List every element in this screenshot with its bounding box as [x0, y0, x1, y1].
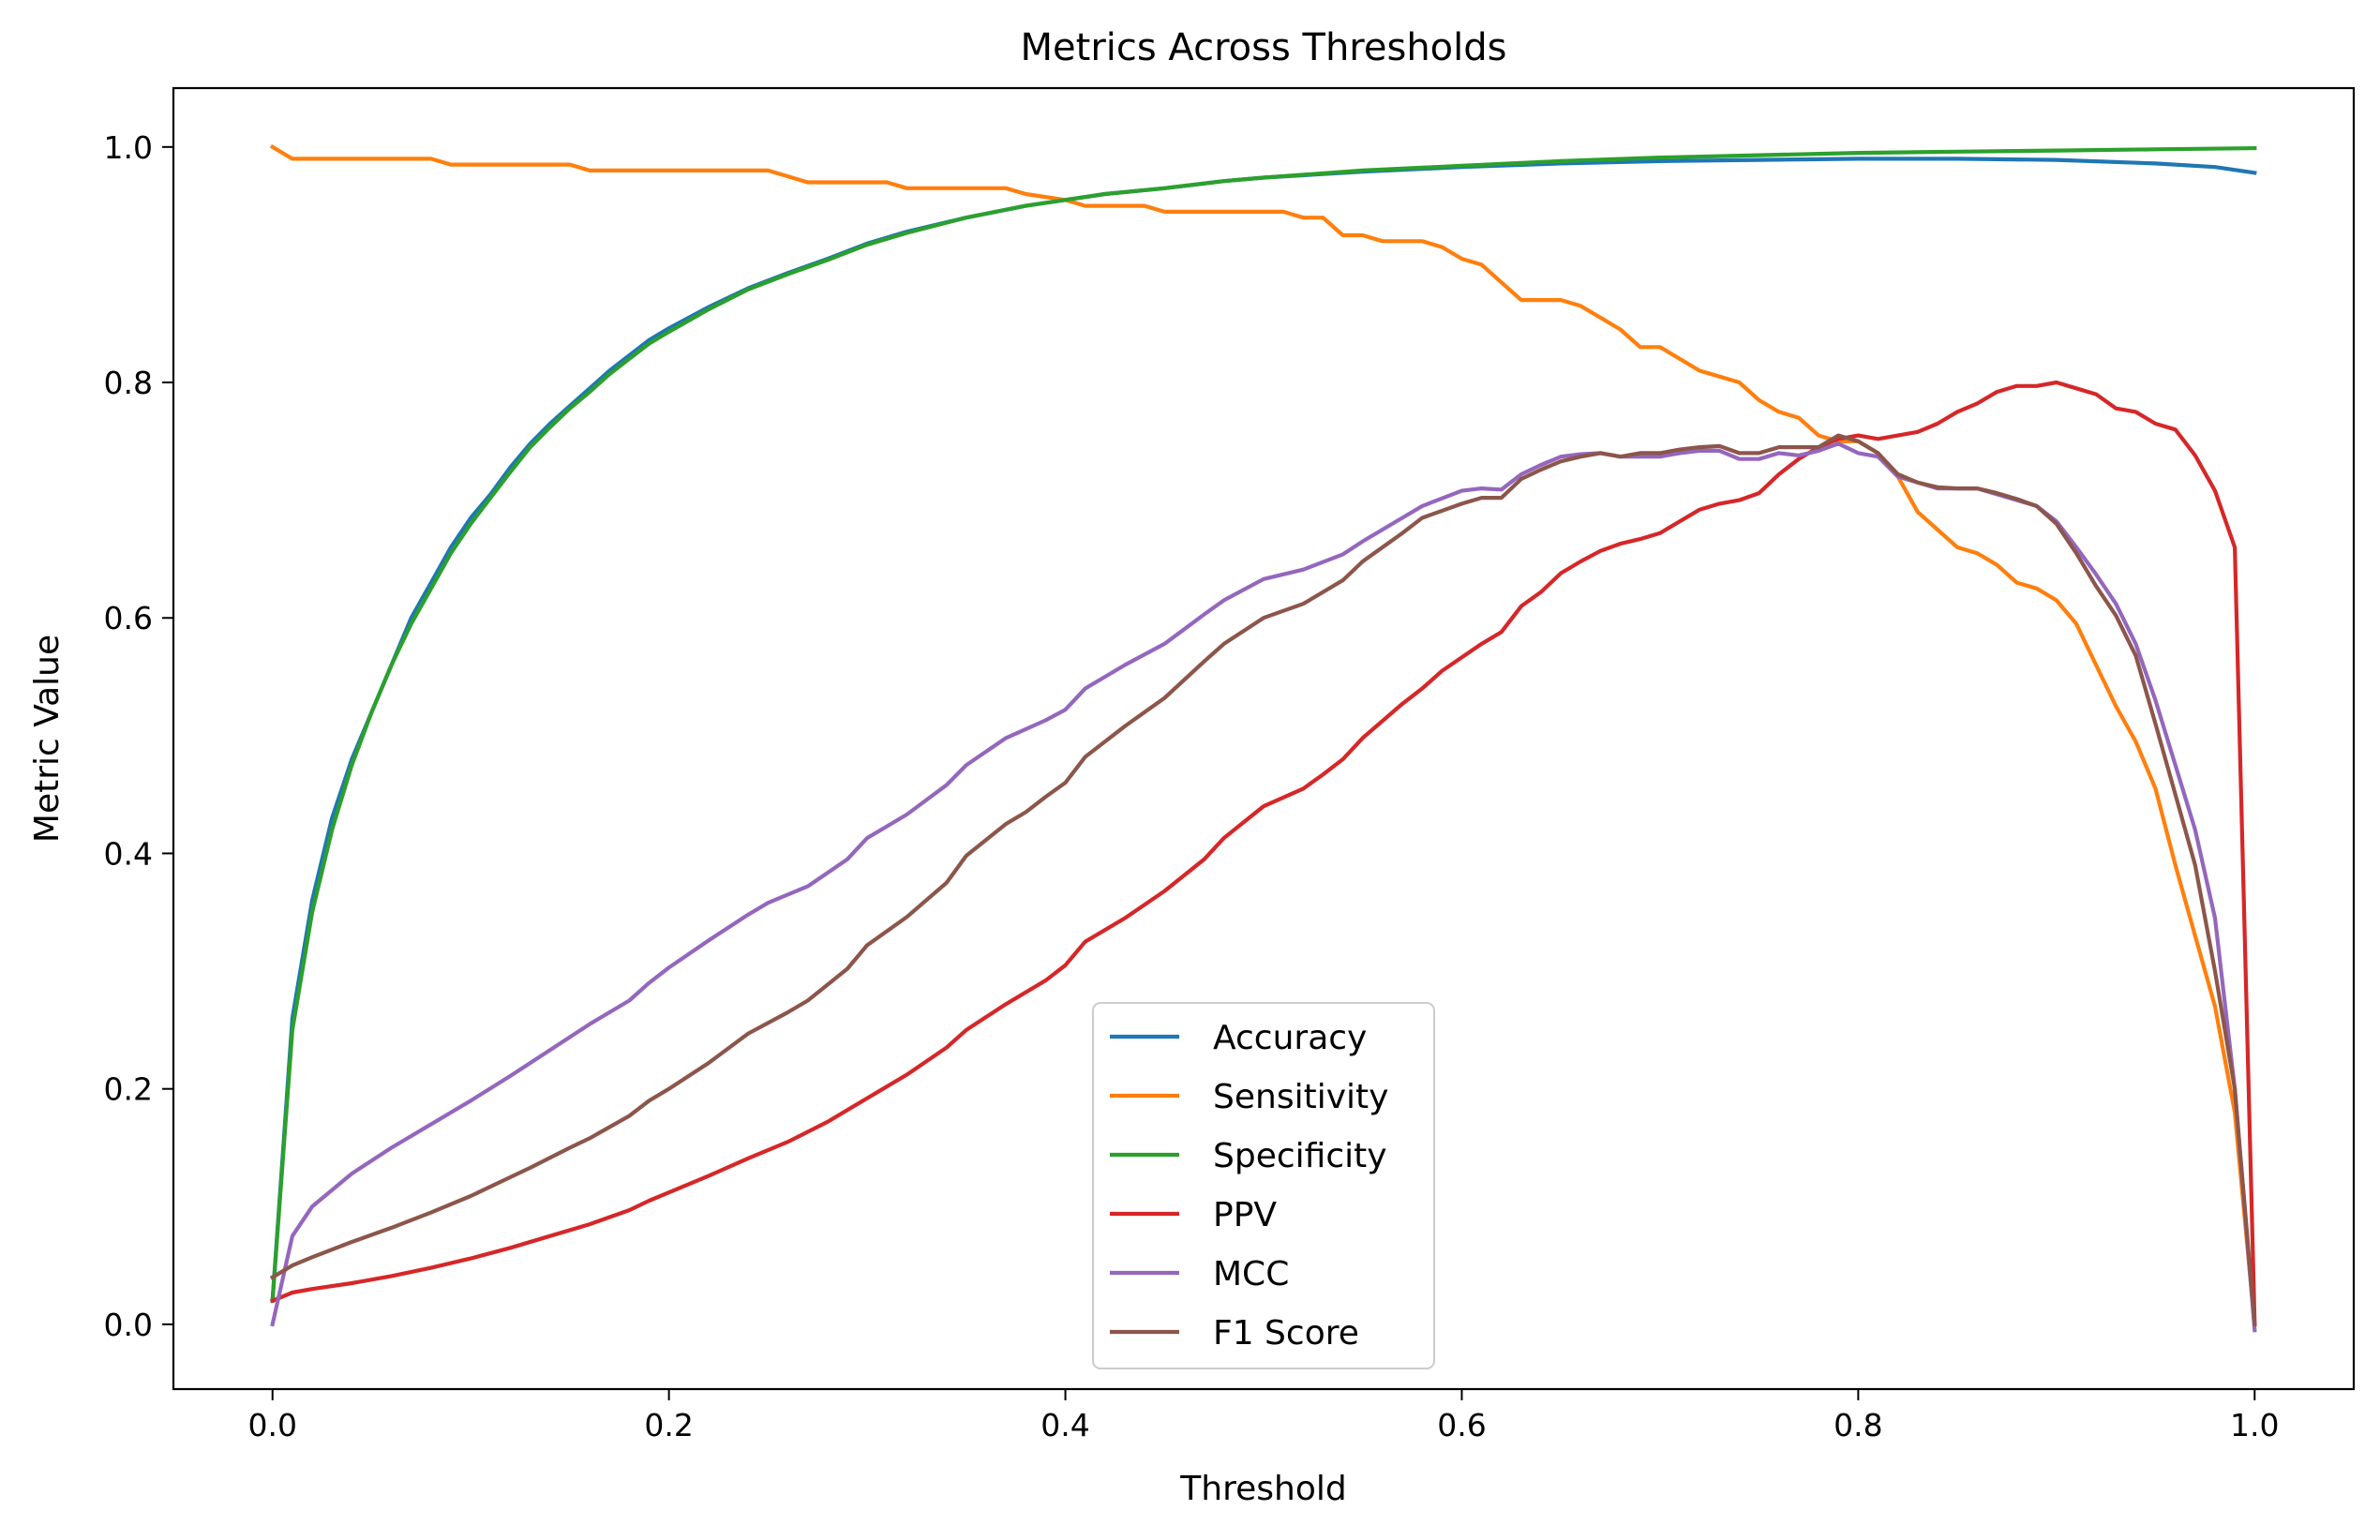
y-tick-label: 1.0	[104, 129, 153, 166]
y-tick-label: 0.4	[104, 835, 153, 872]
legend-label-ppv: PPV	[1213, 1196, 1277, 1234]
y-tick-label: 0.0	[104, 1307, 153, 1343]
y-tick-label: 0.2	[104, 1071, 153, 1108]
series-layer	[269, 143, 2257, 1333]
series-line-specificity	[270, 145, 2257, 1304]
y-axis: 0.0 0.2 0.4 0.6 0.8 1.0	[104, 129, 173, 1343]
y-tick-label: 0.8	[104, 365, 153, 401]
x-tick-label: 0.0	[247, 1407, 296, 1443]
x-axis: 0.0 0.2 0.4 0.6 0.8 1.0	[247, 1389, 2280, 1443]
legend: Accuracy Sensitivity Specificity PPV MCC F1 S…	[1092, 1002, 1435, 1369]
y-tick-label: 0.6	[104, 600, 153, 636]
legend-label-sensitivity: Sensitivity	[1213, 1078, 1388, 1116]
series-line-sensitivity	[269, 143, 2257, 1327]
x-axis-label: Threshold	[1179, 1470, 1346, 1508]
legend-label-f1-score: F1 Score	[1213, 1314, 1359, 1353]
legend-label-accuracy: Accuracy	[1213, 1019, 1367, 1057]
x-tick-label: 0.2	[644, 1407, 693, 1443]
x-tick-label: 0.6	[1437, 1407, 1486, 1443]
chart-title: Metrics Across Thresholds	[1021, 26, 1507, 69]
series-line-f1-score	[269, 433, 2257, 1327]
legend-label-specificity: Specificity	[1213, 1137, 1387, 1175]
x-tick-label: 1.0	[2230, 1407, 2279, 1443]
plot-frame	[172, 86, 2356, 1391]
y-axis-label: Metric Value	[28, 635, 67, 843]
x-tick-label: 0.4	[1040, 1407, 1089, 1443]
legend-label-mcc: MCC	[1213, 1255, 1289, 1293]
x-tick-label: 0.8	[1834, 1407, 1882, 1443]
series-line-ppv	[269, 380, 2257, 1327]
